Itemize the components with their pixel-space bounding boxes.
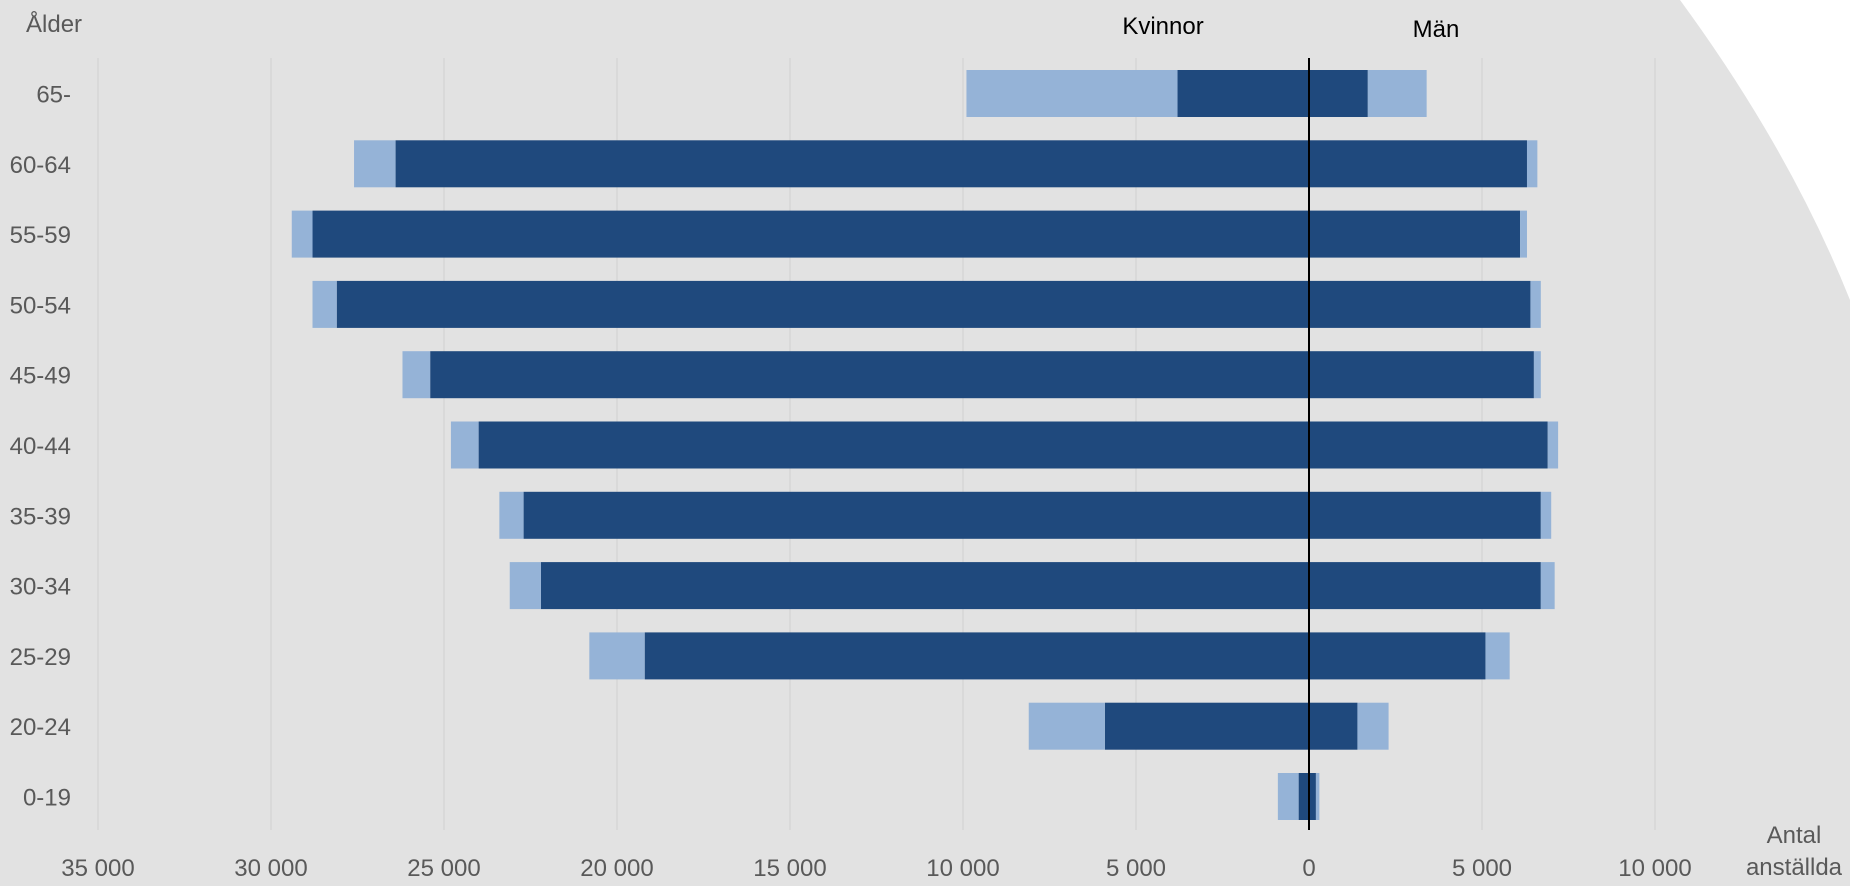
bar-men-light <box>1540 562 1555 610</box>
y-category-label: 20-24 <box>10 714 71 741</box>
x-tick-label: 10 000 <box>926 855 999 881</box>
bar-women-light <box>509 562 541 610</box>
bar-women-light <box>589 632 645 680</box>
bar-men-light <box>1533 351 1541 399</box>
y-category-label: 55-59 <box>10 222 71 249</box>
bar-women-dark <box>540 562 1309 610</box>
bar-men-light <box>1315 773 1320 820</box>
bar-women-light <box>312 280 337 328</box>
bar-men-dark <box>1309 280 1531 328</box>
bar-women-light <box>402 351 431 399</box>
bar-women-dark <box>312 210 1309 258</box>
x-tick-label: 5 000 <box>1106 855 1166 881</box>
x-tick-label: 5 000 <box>1452 855 1512 881</box>
bar-women-dark <box>430 351 1309 399</box>
bar-women-dark <box>1298 773 1309 820</box>
bar-women-dark <box>395 140 1309 188</box>
bar-women-dark <box>523 491 1309 539</box>
y-category-label: 25-29 <box>10 644 71 671</box>
bar-women-dark <box>644 632 1309 680</box>
x-tick-label: 15 000 <box>753 855 826 881</box>
y-category-label: 40-44 <box>10 433 71 460</box>
bar-women-light <box>450 421 479 469</box>
bar-men-light <box>1530 280 1541 328</box>
bar-men-dark <box>1309 773 1316 820</box>
axes: 35 000 30 000 25 000 20 000 15 000 10 000 5 00… <box>10 58 1692 882</box>
y-category-label: 0-19 <box>23 785 71 812</box>
x-tick-label: 35 000 <box>61 855 134 881</box>
bars <box>291 70 1559 820</box>
bar-men-light <box>1357 702 1389 750</box>
bar-men-light <box>1526 140 1538 188</box>
x-axis-title-line2: anställda <box>1746 854 1843 881</box>
bar-women-light <box>291 210 313 258</box>
bar-men-light <box>1520 210 1527 258</box>
y-category-label: 50-54 <box>10 292 71 319</box>
bar-men-dark <box>1309 702 1358 750</box>
bar-men-dark <box>1309 421 1548 469</box>
bar-men-dark <box>1309 351 1534 399</box>
bar-men-dark <box>1309 562 1541 610</box>
x-tick-label: 20 000 <box>580 855 653 881</box>
x-tick-label: 30 000 <box>234 855 307 881</box>
bar-men-light <box>1547 421 1559 469</box>
y-axis-title: Ålder <box>26 10 82 38</box>
bar-women-dark <box>1177 70 1309 117</box>
bar-women-dark <box>478 421 1310 469</box>
y-category-label: 60-64 <box>10 152 71 179</box>
y-category-label: 30-34 <box>10 574 71 601</box>
x-tick-label: 0 <box>1302 855 1315 881</box>
bar-women-dark <box>336 280 1309 328</box>
bar-men-light <box>1540 491 1552 539</box>
bar-men-light <box>1485 632 1510 680</box>
bar-women-light <box>966 70 1178 117</box>
background-arc <box>1680 0 1850 300</box>
bar-men-dark <box>1309 210 1521 258</box>
men-label: Män <box>1413 16 1460 43</box>
bar-men-dark <box>1309 632 1486 680</box>
bar-men-dark <box>1309 491 1541 539</box>
y-category-label: 35-39 <box>10 503 71 530</box>
bar-women-light <box>1028 702 1105 750</box>
x-tick-label: 25 000 <box>407 855 480 881</box>
x-axis-title-line1: Antal <box>1767 822 1822 849</box>
bar-women-light <box>1277 773 1299 820</box>
bar-women-light <box>354 140 396 188</box>
y-category-label: 45-49 <box>10 363 71 390</box>
bar-men-dark <box>1309 70 1368 117</box>
women-label: Kvinnor <box>1122 13 1203 40</box>
bar-men-light <box>1367 70 1427 117</box>
y-category-label: 65- <box>36 82 71 109</box>
bar-women-dark <box>1104 702 1309 750</box>
bar-men-dark <box>1309 140 1527 188</box>
x-tick-label: 10 000 <box>1618 855 1691 881</box>
bar-women-light <box>499 491 524 539</box>
